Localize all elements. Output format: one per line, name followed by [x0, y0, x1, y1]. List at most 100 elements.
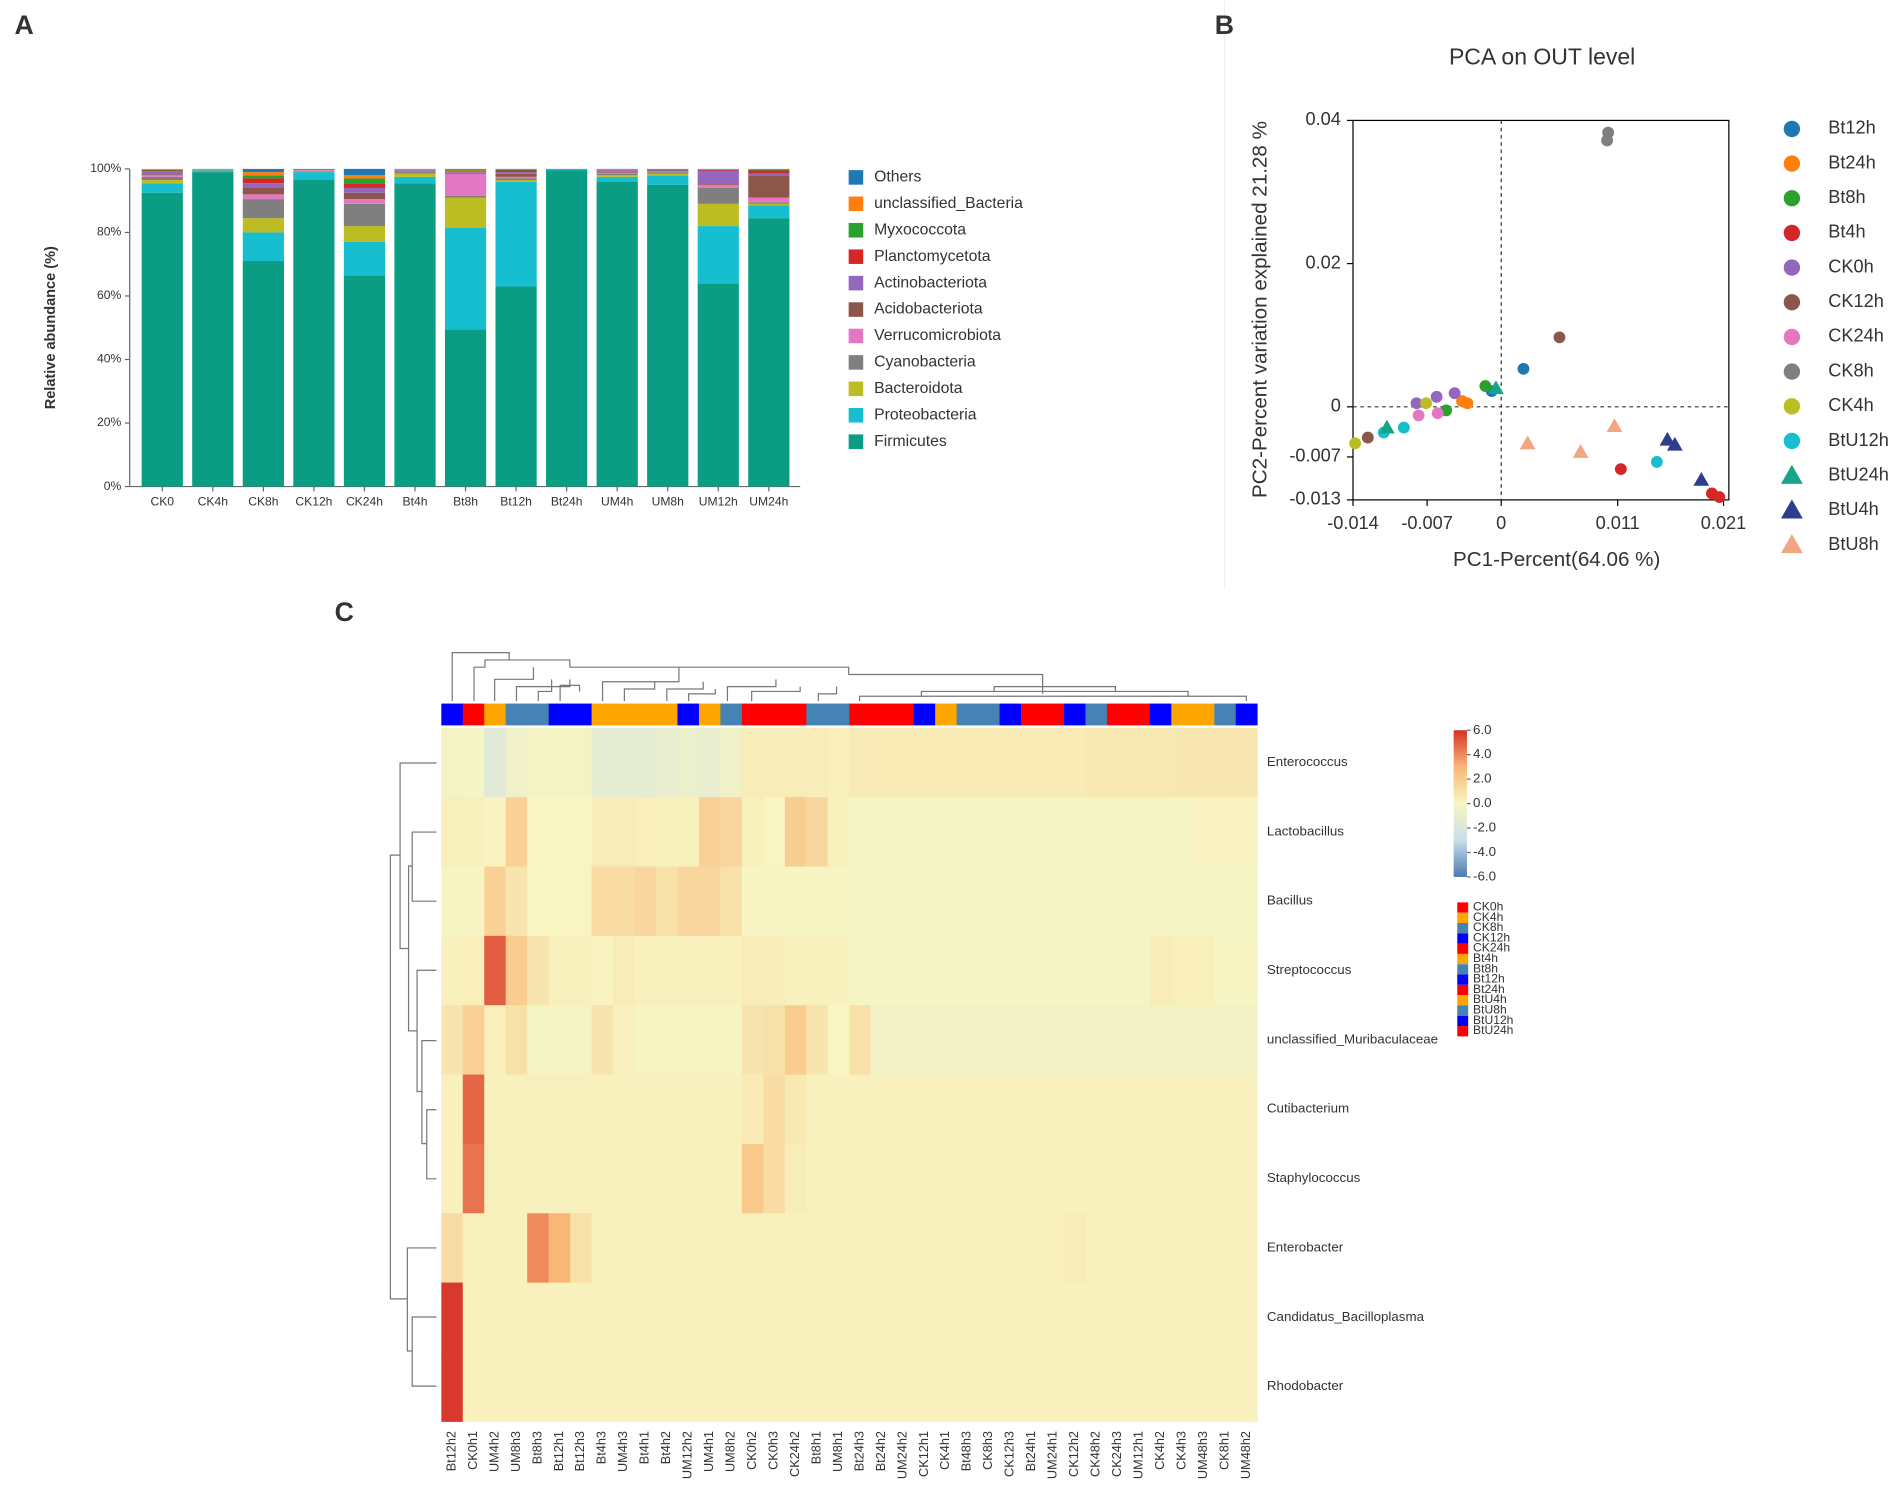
heatmap-cell [1063, 1005, 1087, 1076]
heatmap-cell [806, 1074, 829, 1145]
heatmap-cell [1042, 1074, 1065, 1145]
heatmap-cell [677, 797, 700, 868]
heatmap-cell [1235, 1143, 1258, 1214]
heatmap-cell [892, 935, 915, 1006]
heatmap-cell [1171, 1143, 1194, 1214]
heatmap-cell [1042, 1005, 1065, 1076]
heatmap-cell [527, 935, 550, 1006]
row-label: Bacillus [1267, 893, 1313, 908]
heatmap-cell [806, 797, 829, 868]
legend-swatch [848, 355, 864, 370]
heatmap-cell [1085, 1351, 1108, 1422]
legend-label: Bt4h [1828, 222, 1865, 242]
bar-segment [647, 172, 689, 174]
legend-marker [1783, 120, 1801, 138]
column-label: CK24h2 [787, 1431, 802, 1477]
data-point [1606, 418, 1623, 433]
heatmap-cell [656, 727, 679, 798]
column-label: Bt4h3 [594, 1431, 609, 1464]
heatmap-cell [1128, 866, 1151, 937]
legend-marker [1783, 363, 1801, 380]
heatmap-cell [484, 727, 507, 798]
heatmap-cell [763, 797, 786, 868]
heatmap-cell [548, 1213, 571, 1284]
heatmap-cell [462, 1351, 485, 1422]
data-point [1479, 380, 1492, 392]
column-label: Bt48h3 [959, 1431, 974, 1471]
heatmap-cell [741, 866, 764, 937]
heatmap-cell [1063, 1282, 1087, 1353]
data-point [1361, 431, 1374, 444]
x-tick-label: 0 [1496, 513, 1506, 533]
heatmap-cell [634, 1143, 657, 1214]
annotation-cell [1192, 703, 1215, 726]
heatmap-cell [548, 1282, 571, 1353]
heatmap-cell [1021, 935, 1044, 1006]
annotation-cell [806, 703, 829, 726]
row-dendrogram [389, 762, 437, 1387]
bar-segment [697, 203, 739, 227]
heatmap-cell [441, 727, 464, 798]
legend-swatch [848, 407, 864, 423]
data-point [1410, 397, 1423, 410]
heatmap-cell [956, 1143, 979, 1214]
heatmap-cell [978, 1074, 1001, 1145]
heatmap-cell [784, 866, 807, 937]
heatmap-cell [548, 866, 571, 937]
annotation-cell [527, 703, 550, 726]
heatmap-cell [870, 1005, 893, 1076]
heatmap-cell [741, 727, 764, 798]
heatmap-cell [677, 935, 700, 1006]
column-label: UM4h2 [486, 1431, 501, 1472]
heatmap-cell [892, 797, 915, 868]
legend-label: Proteobacteria [874, 406, 977, 423]
column-label: CK0h2 [744, 1431, 759, 1470]
column-label: Bt12h3 [572, 1431, 587, 1471]
bar-segment [697, 283, 739, 487]
annotation-cell [1128, 703, 1151, 726]
heatmap-cell [698, 1074, 722, 1145]
x-tick-label: CK24h [346, 495, 383, 509]
column-label: CK4h1 [937, 1431, 952, 1470]
annotation-cell [1149, 703, 1172, 726]
bar-segment [748, 218, 790, 487]
bar-segment [242, 218, 284, 233]
heatmap-cell [784, 1213, 807, 1284]
data-point [1379, 419, 1395, 434]
heatmap-cell [505, 727, 528, 798]
data-point [1431, 407, 1444, 420]
group-swatch [1457, 923, 1469, 934]
heatmap-cell [591, 1282, 614, 1353]
heatmap-cell [870, 1074, 893, 1145]
legend-marker [1780, 464, 1803, 484]
column-label: Bt8h3 [529, 1431, 544, 1464]
column-label: Bt4h2 [658, 1431, 673, 1464]
heatmap-cell [1085, 1213, 1108, 1284]
heatmap-cell [505, 1213, 528, 1284]
bar-segment [647, 175, 689, 185]
heatmap-cell [1192, 797, 1215, 868]
heatmap-cell [1128, 935, 1151, 1006]
heatmap-cell [1021, 1005, 1044, 1076]
bar-segment [242, 187, 284, 195]
heatmap-cell [677, 1005, 700, 1076]
heatmap-cell [849, 1143, 872, 1214]
data-point [1456, 395, 1468, 407]
heatmap-cell [1192, 866, 1215, 937]
legend-swatch [848, 222, 864, 238]
heatmap-cell [935, 1005, 958, 1076]
heatmap-cell [827, 1351, 850, 1422]
annotation-cell [784, 703, 807, 726]
column-label: CK12h2 [1066, 1431, 1081, 1477]
annotation-cell [1235, 703, 1258, 726]
bar-segment [647, 170, 689, 172]
heatmap-cell [484, 1074, 507, 1145]
heatmap-cell [1128, 1351, 1151, 1422]
column-label: Bt8h1 [808, 1431, 823, 1464]
column-label: UM48h2 [1238, 1431, 1253, 1479]
heatmap-cell [827, 1005, 850, 1076]
heatmap-cell [827, 935, 850, 1006]
heatmap-cell [527, 866, 550, 937]
heatmap-cell [505, 935, 528, 1006]
